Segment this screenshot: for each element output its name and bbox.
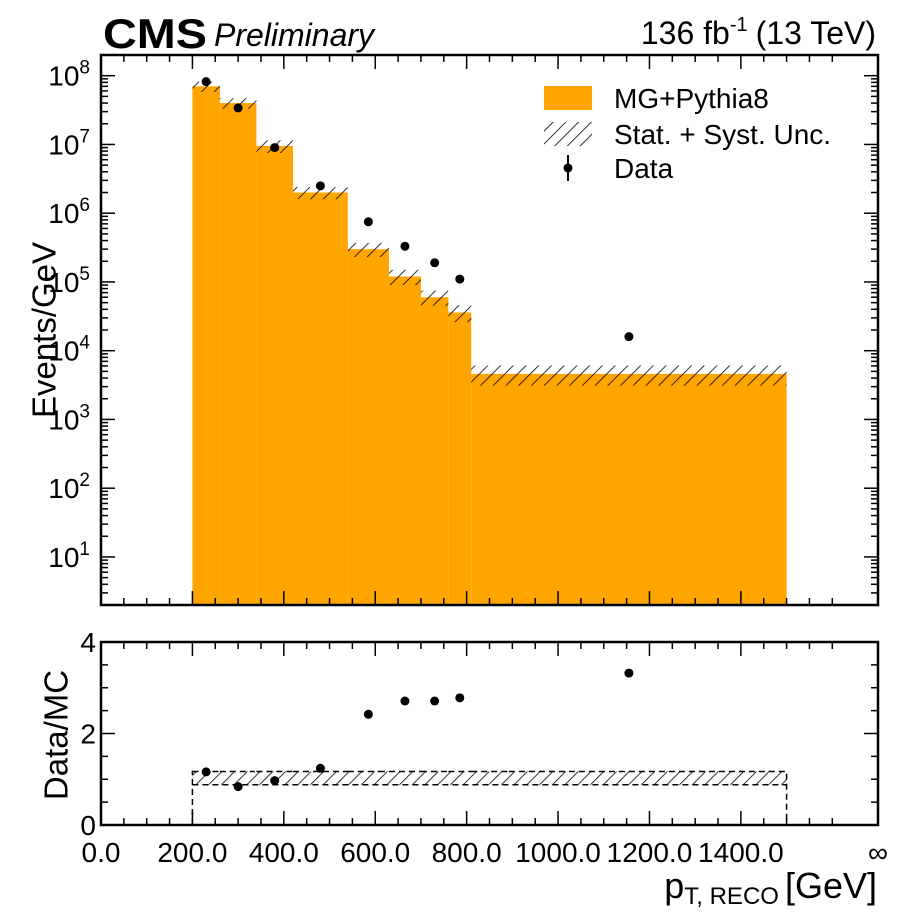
mc-unc-box <box>448 305 472 323</box>
x-tick-label: 1000.0 <box>515 837 601 868</box>
main-y-axis-label: Events/GeV <box>26 242 63 418</box>
status-label: Preliminary <box>214 17 376 53</box>
experiment-label: CMS <box>103 10 207 57</box>
x-tick-label: 1200.0 <box>607 837 693 868</box>
legend-data-label: Data <box>614 153 674 184</box>
x-tick-label: ∞ <box>868 837 888 868</box>
main-panel: 101 102 103 104 105 106 107 108 Events/GeV MG+P… <box>26 53 880 607</box>
ratio-y-tick-label: 0 <box>80 810 96 841</box>
ratio-point <box>363 709 373 719</box>
legend-unc-swatch <box>544 122 592 146</box>
lumi-exponent: -1 <box>730 14 748 36</box>
mc-bar <box>256 145 293 606</box>
mc-bar <box>347 249 389 605</box>
x-tick-label: 600.0 <box>340 837 410 868</box>
mc-uncertainty-band <box>192 81 787 386</box>
ratio-point <box>270 776 280 786</box>
data-point <box>363 217 373 227</box>
ratio-point <box>400 696 410 706</box>
main-y-tick-label: 101 <box>48 539 90 573</box>
main-y-tick-label: 107 <box>48 126 90 160</box>
ratio-y-axis-label: Data/MC <box>38 670 75 800</box>
mc-unc-box <box>420 290 449 306</box>
main-y-tick-label: 103 <box>48 401 90 435</box>
mc-unc-box <box>388 269 421 286</box>
mc-bar <box>388 276 421 605</box>
mc-histogram <box>192 86 787 606</box>
x-tick-label: 400.0 <box>249 837 319 868</box>
data-point <box>315 181 325 191</box>
ratio-point <box>233 782 243 792</box>
legend-mc-label: MG+Pythia8 <box>614 83 769 114</box>
main-frame <box>99 53 880 607</box>
ratio-uncertainty-band <box>191 770 788 825</box>
main-y-tick-label: 108 <box>48 58 90 92</box>
x-tick-label: 200.0 <box>157 837 227 868</box>
ratio-point <box>201 767 211 777</box>
x-axis-label-sub: T, RECO <box>684 883 779 910</box>
legend-data-marker <box>563 163 573 173</box>
mc-bar <box>292 192 348 605</box>
data-point <box>270 143 280 153</box>
ratio-unc-box <box>420 771 449 785</box>
mc-bar <box>192 86 220 605</box>
ratio-point <box>430 696 440 706</box>
mc-unc-box <box>192 81 220 92</box>
lumi-label: 136 fb-1 (13 TeV) <box>641 14 876 51</box>
mc-bar <box>471 373 787 605</box>
ratio-unc-box <box>388 771 421 785</box>
x-axis-label-unit: [GeV] <box>785 865 877 906</box>
mc-unc-box <box>347 242 389 258</box>
ratio-frame <box>99 640 880 827</box>
energy-label: (13 TeV) <box>756 15 876 51</box>
legend-mc-swatch <box>544 86 592 110</box>
ratio-y-tick-label: 4 <box>80 627 96 658</box>
data-point <box>233 103 243 113</box>
main-y-tick-label: 102 <box>48 470 90 504</box>
ratio-point <box>455 693 465 703</box>
x-axis-label: pT, RECO [GeV] <box>664 865 877 910</box>
main-y-tick-label: 104 <box>48 333 90 367</box>
lumi-value: 136 fb <box>641 15 730 51</box>
data-point <box>201 77 211 87</box>
x-axis-label-main: p <box>664 865 684 906</box>
mc-bar <box>420 297 449 605</box>
ratio-axis-ticks: 0.0 200.0 400.0 600.0 800.0 1000.0 1200.0 1400.… <box>80 627 888 868</box>
ratio-point <box>315 763 325 773</box>
ratio-unc-upper-edge <box>191 770 788 825</box>
ratio-unc-box <box>448 771 472 785</box>
data-point <box>455 274 465 284</box>
x-tick-label: 0.0 <box>82 837 121 868</box>
ratio-unc-box <box>471 771 787 785</box>
legend: MG+Pythia8 Stat. + Syst. Unc. Data <box>544 83 831 184</box>
mc-unc-box <box>292 187 348 200</box>
main-y-tick-label: 106 <box>48 195 90 229</box>
data-point <box>430 258 440 268</box>
ratio-panel: 0.0 200.0 400.0 600.0 800.0 1000.0 1200.0 1400.… <box>38 627 888 910</box>
mc-bar <box>219 103 257 605</box>
ratio-y-tick-label: 2 <box>80 719 96 750</box>
main-axis-ticks: 101 102 103 104 105 106 107 108 <box>48 54 878 606</box>
ratio-unc-box <box>347 771 389 785</box>
ratio-unc-box <box>292 771 348 785</box>
mc-unc-box <box>471 365 787 386</box>
ratio-unc-box <box>219 771 257 785</box>
main-y-tick-label: 105 <box>48 264 90 298</box>
mc-bar <box>448 312 472 605</box>
x-tick-label: 1400.0 <box>698 837 784 868</box>
data-point <box>400 241 410 251</box>
legend-unc-label: Stat. + Syst. Unc. <box>614 119 831 150</box>
x-tick-label: 800.0 <box>432 837 502 868</box>
ratio-point <box>624 668 634 678</box>
data-point <box>624 332 634 342</box>
data-points <box>201 77 634 342</box>
ratio-points <box>201 668 634 792</box>
ratio-unc-box <box>192 771 220 785</box>
